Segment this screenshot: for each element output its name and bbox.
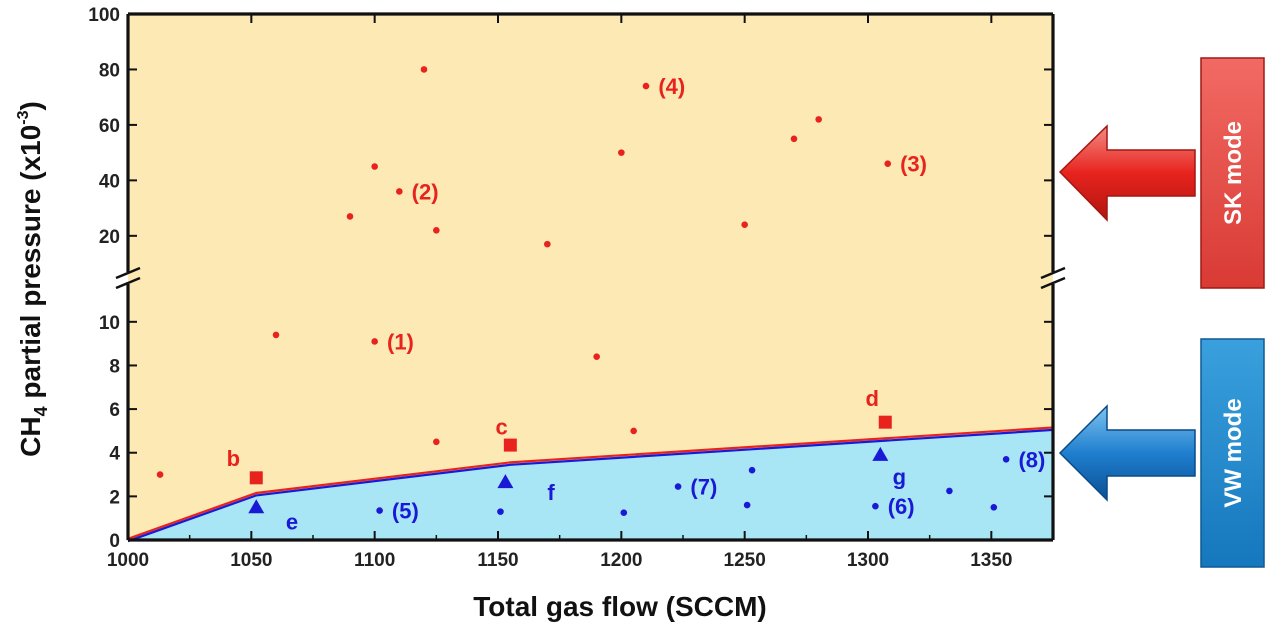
y-tick-label: 20 xyxy=(99,227,120,248)
sk-mode-label: SK mode xyxy=(1220,121,1247,225)
annotation-label: f xyxy=(547,480,555,505)
sk-arrow-icon xyxy=(1058,124,1196,222)
boundary-line-blue xyxy=(127,428,1054,543)
data-point-circle xyxy=(790,135,798,143)
data-point-circle xyxy=(872,502,879,510)
y-tick-label: 2 xyxy=(109,487,120,508)
data-point-triangle xyxy=(872,446,889,461)
data-point-triangle xyxy=(497,474,514,489)
annotation-label: (3) xyxy=(900,152,927,177)
data-points xyxy=(156,66,1010,517)
annotation-label: g xyxy=(893,465,906,490)
annotation-label: (2) xyxy=(412,179,439,204)
annotation-label: (6) xyxy=(888,494,915,519)
data-point-circle xyxy=(946,487,953,495)
annotation-label: (1) xyxy=(387,329,414,354)
x-tick-label: 1050 xyxy=(230,550,272,571)
data-point-circle xyxy=(743,501,751,509)
data-point-circle xyxy=(1002,455,1010,463)
axis-break-mark xyxy=(1040,276,1066,290)
y-tick-label: 6 xyxy=(109,400,120,421)
data-point-circle xyxy=(156,471,164,478)
data-point-circle xyxy=(620,509,628,517)
axis-break-marks xyxy=(115,266,1066,290)
vw-mode-box xyxy=(1200,338,1265,568)
annotation-label: c xyxy=(496,415,508,440)
data-point-square xyxy=(878,415,892,429)
tick-labels: 1000 1050 1100 1150 1200 1250 1300 1350 0 2 4 6 8 10 2… xyxy=(88,5,1012,571)
y-tick-label: 8 xyxy=(109,356,120,377)
data-point-circle xyxy=(884,160,892,168)
data-point-circle xyxy=(748,466,756,474)
sk-mode-indicator: SK mode xyxy=(1058,57,1265,289)
x-axis-title: Total gas flow (SCCM) xyxy=(473,591,766,622)
x-tick-label: 1000 xyxy=(107,550,149,571)
vw-region xyxy=(128,428,1053,540)
boundary-line-red xyxy=(127,426,1054,540)
data-point-circle xyxy=(396,188,403,195)
x-tick-label: 1250 xyxy=(724,550,766,571)
annotation-label: (5) xyxy=(392,499,419,524)
data-point-square xyxy=(249,471,263,485)
data-point-circle xyxy=(642,82,650,90)
sk-mode-box xyxy=(1200,57,1265,289)
plot-frame xyxy=(126,12,1055,542)
data-point-square xyxy=(503,438,517,452)
data-point-circle xyxy=(815,116,822,123)
data-point-circle xyxy=(433,226,440,234)
y-tick-label: 40 xyxy=(99,171,120,192)
data-point-circle xyxy=(593,353,600,361)
x-tick-label: 1200 xyxy=(600,550,642,571)
vw-mode-indicator: VW mode xyxy=(1058,338,1265,568)
data-point-circle xyxy=(433,438,440,446)
annotation-label: b xyxy=(227,446,240,471)
data-point-circle xyxy=(420,66,428,73)
data-point-circle xyxy=(618,149,625,156)
x-tick-label: 1100 xyxy=(354,550,395,571)
vw-arrow-icon xyxy=(1058,404,1196,502)
data-point-circle xyxy=(630,427,637,435)
annotation-label: d xyxy=(866,386,879,411)
y-tick-label: 80 xyxy=(99,60,120,81)
x-tick-label: 1350 xyxy=(970,550,1012,571)
annotations: (1) (2) (3) (4) b c d (5) (6) (7) (8) e f g xyxy=(227,74,1046,534)
annotation-label: (8) xyxy=(1018,447,1045,472)
data-point-circle xyxy=(497,508,504,515)
vw-mode-label: VW mode xyxy=(1220,398,1247,507)
data-point-circle xyxy=(741,221,748,229)
y-tick-label: 10 xyxy=(99,313,120,334)
annotation-label: (4) xyxy=(658,74,685,99)
y-tick-label: 0 xyxy=(109,531,120,552)
data-point-triangle xyxy=(248,499,265,514)
axis-break-mark xyxy=(115,276,141,290)
data-point-circle xyxy=(376,507,383,514)
data-point-circle xyxy=(674,483,682,490)
y-tick-label: 60 xyxy=(99,116,120,137)
y-tick-label: 4 xyxy=(109,444,120,465)
x-tick-label: 1150 xyxy=(477,550,518,571)
axis-break-mark xyxy=(1040,266,1066,280)
data-point-circle xyxy=(371,163,378,170)
data-point-circle xyxy=(272,331,280,339)
data-point-circle xyxy=(544,240,551,248)
data-point-circle xyxy=(346,213,354,220)
data-point-circle xyxy=(990,503,998,511)
axis-break-mark xyxy=(115,266,141,280)
annotation-label: (7) xyxy=(690,475,717,500)
y-tick-label: 100 xyxy=(88,5,120,26)
y-axis-title: CH4 partial pressure (x10-3) xyxy=(15,101,51,457)
data-point-circle xyxy=(371,338,378,345)
annotation-label: e xyxy=(286,509,298,534)
x-tick-label: 1300 xyxy=(847,550,889,571)
